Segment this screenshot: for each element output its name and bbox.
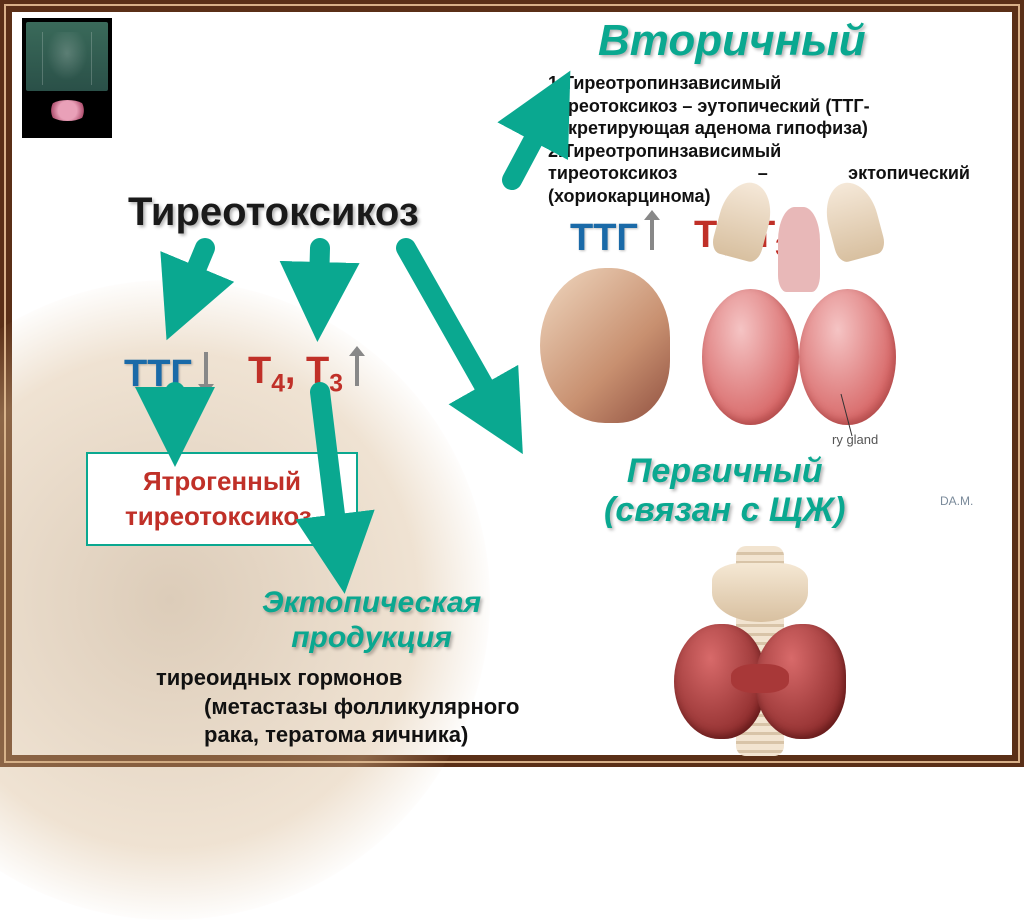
desc-line: 2.Тиреотропинзависимый: [548, 140, 970, 163]
title-ectopic: Эктопическая продукция: [262, 586, 481, 655]
pituitary-anatomy-icon: [694, 258, 904, 428]
ttg-label: ТТГ: [570, 217, 638, 260]
thyroid-thumbnail: [22, 18, 112, 138]
gland-label: ry gland: [832, 432, 878, 447]
title-primary: Первичный (связан с ЩЖ): [604, 452, 845, 530]
t4t3-label: Т4, Т3: [248, 350, 343, 399]
ttg-label: ТТГ: [124, 353, 192, 396]
thyroid-isthmus: [731, 664, 789, 693]
desc-line: секретирующая аденома гипофиза): [548, 117, 970, 140]
cartilage: [712, 563, 808, 622]
thyroid-anatomy-icon: [640, 546, 880, 756]
desc-line: тиреотоксикоз – эктопический: [548, 162, 970, 185]
title-secondary: Вторичный: [598, 16, 866, 66]
ect-line: рака, тератома яичника): [156, 721, 519, 750]
desc-line: тиреотоксикоз – эутопический (ТТГ-: [548, 95, 970, 118]
title-main: Тиреотоксикоз: [128, 190, 419, 235]
hormone-row-mid: ТТГ Т4, Т3: [124, 350, 369, 399]
slide-stage: Вторичный 1.Тиреотропинзависимый тиреото…: [0, 0, 1024, 767]
neck-illustration: [26, 22, 108, 91]
pituitary-lobe: [799, 289, 896, 425]
ect-line: (метастазы фолликулярного: [156, 693, 519, 722]
iatrogenic-box: Ятрогенный тиреотоксикоз.: [86, 452, 358, 546]
pituitary-stalk: [778, 207, 820, 292]
gland-illustration: [26, 91, 108, 134]
iatro-line: тиреотоксикоз.: [102, 499, 342, 534]
iatro-line: Ятрогенный: [102, 464, 342, 499]
head-anatomy-icon: [540, 268, 670, 423]
pituitary-lobe: [702, 289, 799, 425]
credit-label: DA.M.: [940, 494, 973, 508]
desc-line: 1.Тиреотропинзависимый: [548, 72, 970, 95]
ect-line: тиреоидных гормонов: [156, 664, 519, 693]
ectopic-description: тиреоидных гормонов (метастазы фолликуля…: [156, 664, 519, 750]
